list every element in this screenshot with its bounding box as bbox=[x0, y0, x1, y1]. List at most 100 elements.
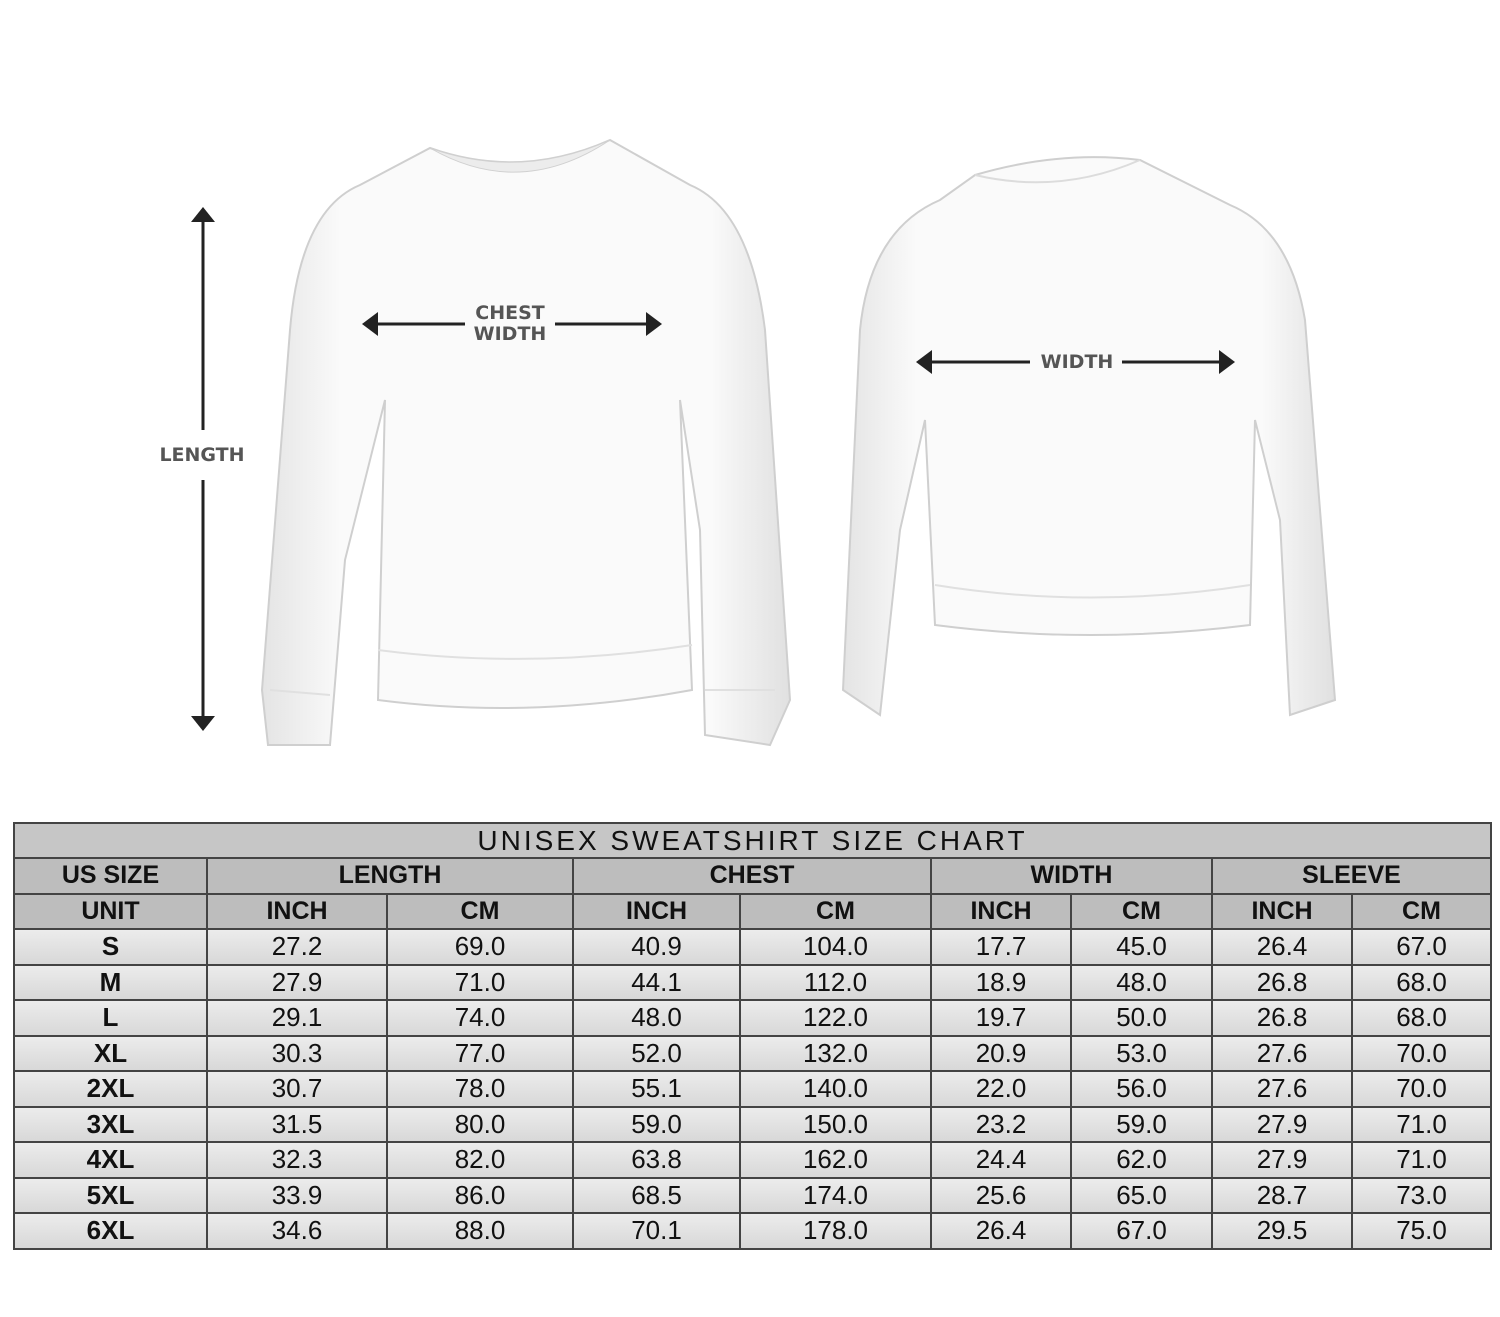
table-row: M 27.9 71.0 44.1 112.0 18.9 48.0 26.8 68.0 bbox=[13, 963, 1492, 1001]
value-cell: 40.9 bbox=[572, 928, 741, 966]
size-cell: 6XL bbox=[13, 1212, 208, 1250]
value-cell: 52.0 bbox=[572, 1034, 741, 1072]
value-cell: 30.7 bbox=[206, 1070, 388, 1108]
unit-header: CM bbox=[386, 892, 574, 930]
width-label: WIDTH bbox=[1040, 351, 1114, 373]
value-cell: 30.3 bbox=[206, 1034, 388, 1072]
value-cell: 86.0 bbox=[386, 1176, 574, 1214]
value-cell: 122.0 bbox=[739, 999, 932, 1037]
value-cell: 17.7 bbox=[930, 928, 1072, 966]
width-arrow bbox=[916, 350, 1235, 374]
value-cell: 140.0 bbox=[739, 1070, 932, 1108]
value-cell: 162.0 bbox=[739, 1141, 932, 1179]
table-row: 5XL 33.9 86.0 68.5 174.0 25.6 65.0 28.7 73.0 bbox=[13, 1176, 1492, 1214]
value-cell: 88.0 bbox=[386, 1212, 574, 1250]
value-cell: 132.0 bbox=[739, 1034, 932, 1072]
value-cell: 28.7 bbox=[1211, 1176, 1353, 1214]
unit-header: INCH bbox=[206, 892, 388, 930]
value-cell: 45.0 bbox=[1070, 928, 1213, 966]
chest-width-arrow bbox=[362, 312, 662, 336]
header-sleeve: SLEEVE bbox=[1211, 857, 1492, 895]
size-cell: 4XL bbox=[13, 1141, 208, 1179]
value-cell: 27.9 bbox=[206, 963, 388, 1001]
size-cell: S bbox=[13, 928, 208, 966]
value-cell: 62.0 bbox=[1070, 1141, 1213, 1179]
value-cell: 68.0 bbox=[1351, 963, 1492, 1001]
value-cell: 22.0 bbox=[930, 1070, 1072, 1108]
size-cell: XL bbox=[13, 1034, 208, 1072]
value-cell: 26.8 bbox=[1211, 999, 1353, 1037]
value-cell: 80.0 bbox=[386, 1105, 574, 1143]
value-cell: 68.5 bbox=[572, 1176, 741, 1214]
size-cell: 2XL bbox=[13, 1070, 208, 1108]
value-cell: 48.0 bbox=[572, 999, 741, 1037]
value-cell: 69.0 bbox=[386, 928, 574, 966]
value-cell: 20.9 bbox=[930, 1034, 1072, 1072]
value-cell: 27.6 bbox=[1211, 1070, 1353, 1108]
table-row: L 29.1 74.0 48.0 122.0 19.7 50.0 26.8 68.0 bbox=[13, 999, 1492, 1037]
size-chart-table: UNISEX SWEATSHIRT SIZE CHART US SIZE LEN… bbox=[13, 822, 1492, 1250]
back-sweatshirt bbox=[841, 156, 1337, 717]
header-us-size: US SIZE bbox=[13, 857, 208, 895]
header-unit: UNIT bbox=[13, 892, 208, 930]
size-cell: 3XL bbox=[13, 1105, 208, 1143]
chest-width-label-line2: WIDTH bbox=[473, 323, 547, 345]
unit-header: CM bbox=[1351, 892, 1492, 930]
value-cell: 82.0 bbox=[386, 1141, 574, 1179]
value-cell: 26.4 bbox=[1211, 928, 1353, 966]
value-cell: 104.0 bbox=[739, 928, 932, 966]
table-title: UNISEX SWEATSHIRT SIZE CHART bbox=[13, 822, 1492, 859]
value-cell: 29.1 bbox=[206, 999, 388, 1037]
header-width: WIDTH bbox=[930, 857, 1213, 895]
value-cell: 71.0 bbox=[1351, 1105, 1492, 1143]
value-cell: 29.5 bbox=[1211, 1212, 1353, 1250]
value-cell: 27.6 bbox=[1211, 1034, 1353, 1072]
value-cell: 26.8 bbox=[1211, 963, 1353, 1001]
value-cell: 59.0 bbox=[572, 1105, 741, 1143]
value-cell: 26.4 bbox=[930, 1212, 1072, 1250]
value-cell: 70.0 bbox=[1351, 1034, 1492, 1072]
value-cell: 33.9 bbox=[206, 1176, 388, 1214]
table-row: 6XL 34.6 88.0 70.1 178.0 26.4 67.0 29.5 75.0 bbox=[13, 1212, 1492, 1250]
value-cell: 27.2 bbox=[206, 928, 388, 966]
value-cell: 78.0 bbox=[386, 1070, 574, 1108]
value-cell: 31.5 bbox=[206, 1105, 388, 1143]
value-cell: 74.0 bbox=[386, 999, 574, 1037]
value-cell: 75.0 bbox=[1351, 1212, 1492, 1250]
value-cell: 71.0 bbox=[1351, 1141, 1492, 1179]
chest-width-label: CHEST WIDTH bbox=[460, 303, 560, 345]
chest-width-label-line1: CHEST bbox=[475, 302, 545, 324]
value-cell: 77.0 bbox=[386, 1034, 574, 1072]
value-cell: 18.9 bbox=[930, 963, 1072, 1001]
sweatshirt-illustration bbox=[191, 138, 1337, 747]
unit-header: INCH bbox=[930, 892, 1072, 930]
front-sweatshirt bbox=[260, 138, 792, 747]
value-cell: 70.0 bbox=[1351, 1070, 1492, 1108]
size-cell: M bbox=[13, 963, 208, 1001]
unit-header: INCH bbox=[1211, 892, 1353, 930]
value-cell: 27.9 bbox=[1211, 1105, 1353, 1143]
value-cell: 27.9 bbox=[1211, 1141, 1353, 1179]
value-cell: 24.4 bbox=[930, 1141, 1072, 1179]
length-arrow bbox=[191, 207, 215, 731]
table-row: 2XL 30.7 78.0 55.1 140.0 22.0 56.0 27.6 70.0 bbox=[13, 1070, 1492, 1108]
value-cell: 65.0 bbox=[1070, 1176, 1213, 1214]
value-cell: 70.1 bbox=[572, 1212, 741, 1250]
header-length: LENGTH bbox=[206, 857, 574, 895]
value-cell: 67.0 bbox=[1070, 1212, 1213, 1250]
table-row: S 27.2 69.0 40.9 104.0 17.7 45.0 26.4 67.0 bbox=[13, 928, 1492, 966]
value-cell: 25.6 bbox=[930, 1176, 1072, 1214]
value-cell: 53.0 bbox=[1070, 1034, 1213, 1072]
value-cell: 34.6 bbox=[206, 1212, 388, 1250]
value-cell: 174.0 bbox=[739, 1176, 932, 1214]
value-cell: 50.0 bbox=[1070, 999, 1213, 1037]
header-chest: CHEST bbox=[572, 857, 932, 895]
value-cell: 19.7 bbox=[930, 999, 1072, 1037]
length-label: LENGTH bbox=[159, 444, 245, 466]
unit-header: INCH bbox=[572, 892, 741, 930]
value-cell: 178.0 bbox=[739, 1212, 932, 1250]
value-cell: 67.0 bbox=[1351, 928, 1492, 966]
value-cell: 44.1 bbox=[572, 963, 741, 1001]
table-row: 3XL 31.5 80.0 59.0 150.0 23.2 59.0 27.9 71.0 bbox=[13, 1105, 1492, 1143]
size-cell: L bbox=[13, 999, 208, 1037]
